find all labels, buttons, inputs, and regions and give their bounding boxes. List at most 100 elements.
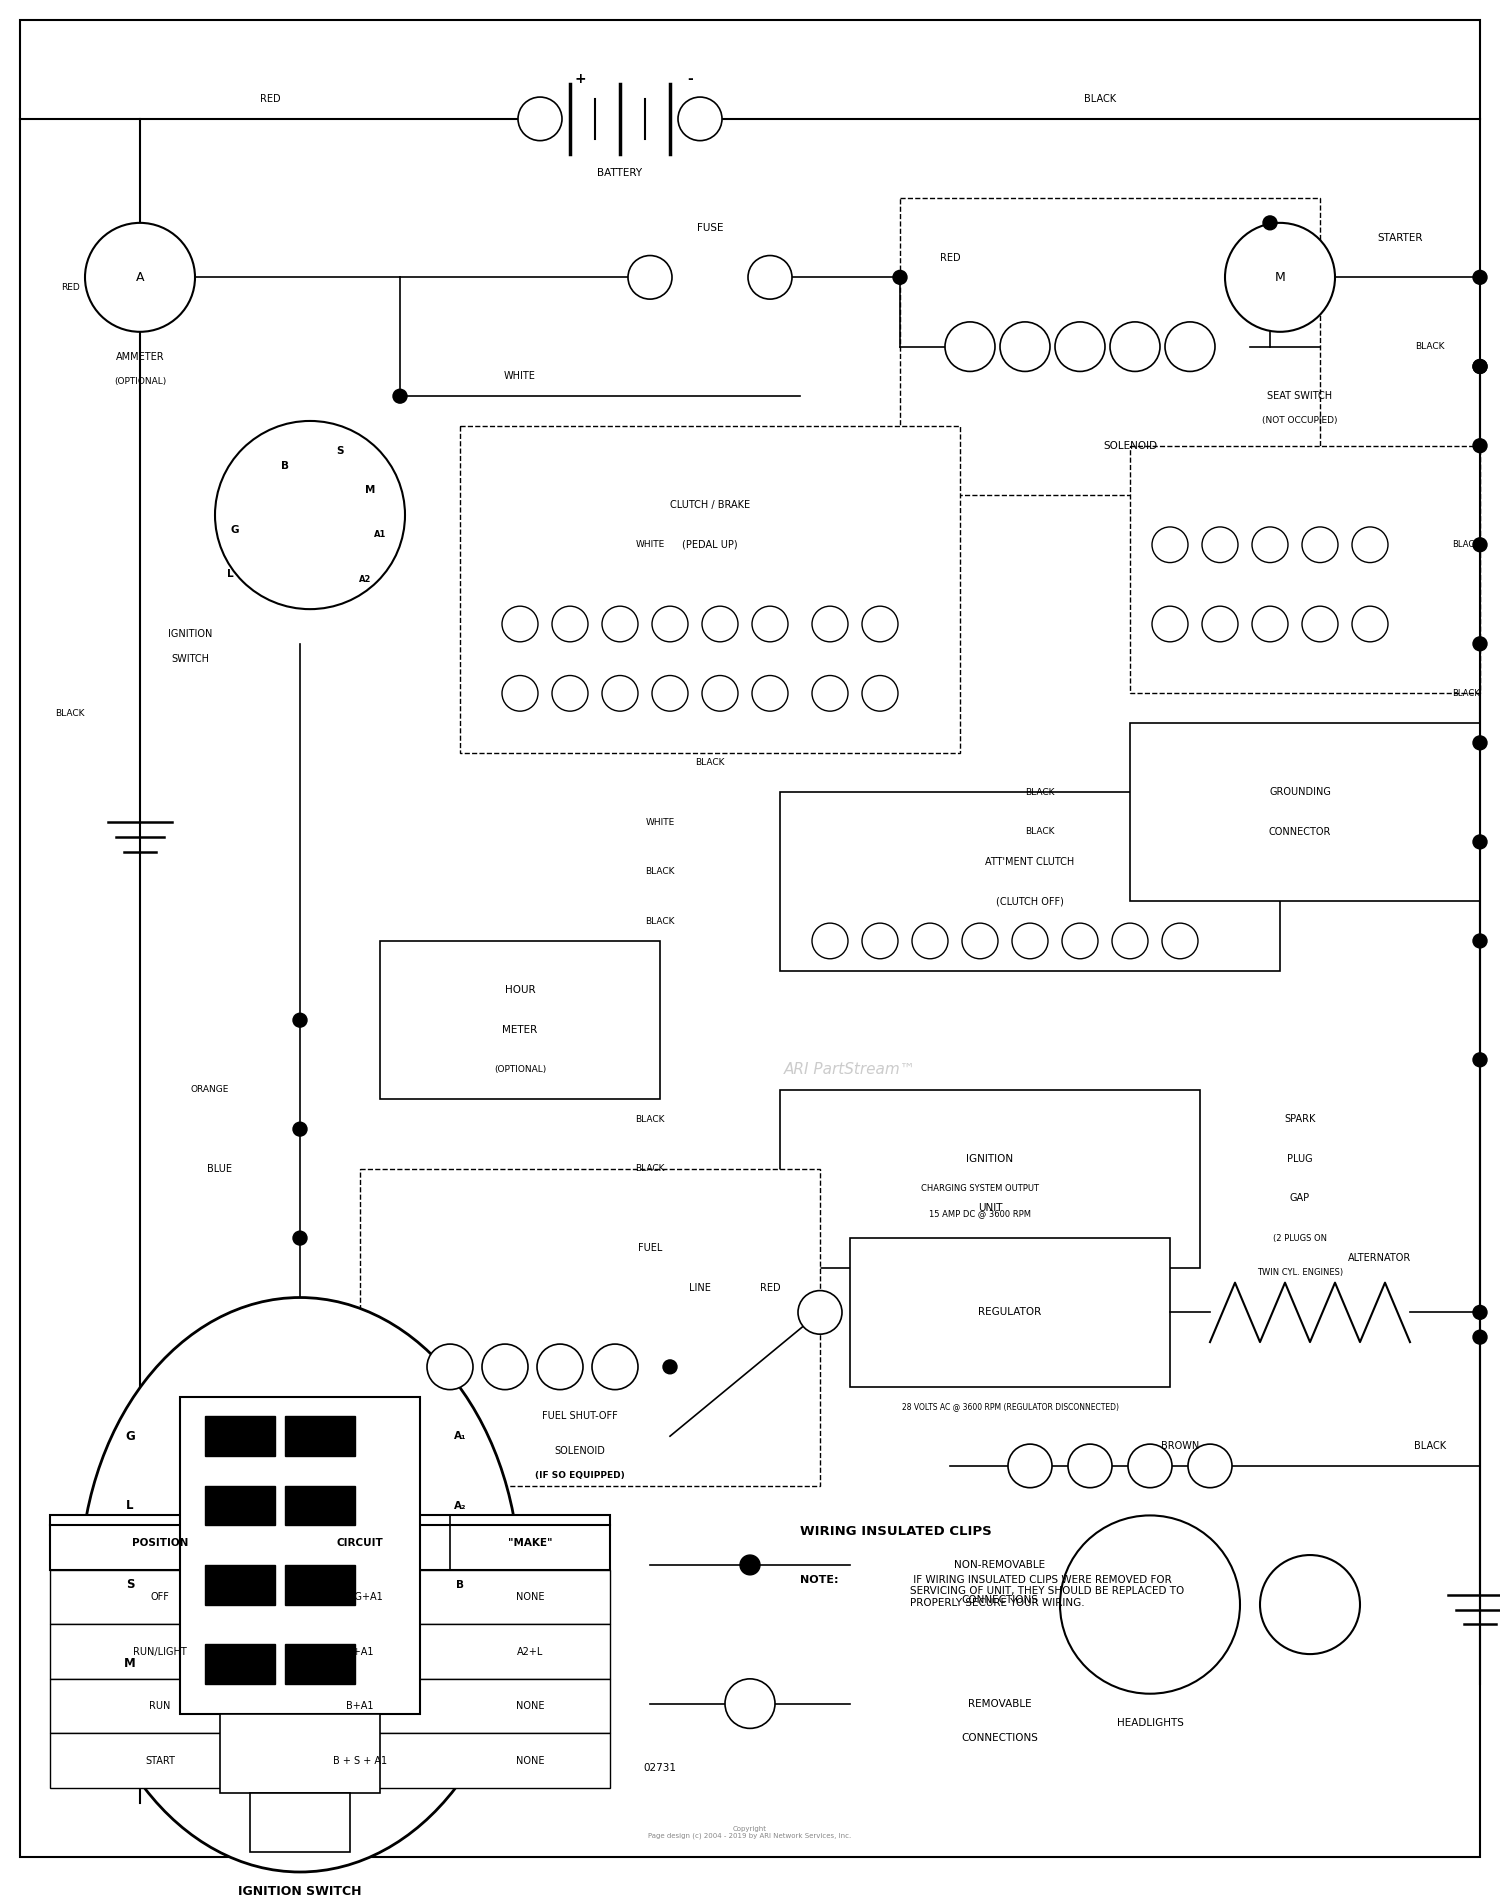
Text: +: +: [574, 72, 586, 87]
Text: BLACK: BLACK: [56, 709, 84, 718]
Text: FUEL: FUEL: [638, 1243, 662, 1253]
Text: REMOVABLE: REMOVABLE: [968, 1698, 1032, 1709]
Text: A: A: [135, 271, 144, 284]
Text: REGULATOR: REGULATOR: [978, 1308, 1041, 1317]
Text: NONE: NONE: [516, 1702, 544, 1711]
Circle shape: [503, 675, 538, 711]
Text: HOUR: HOUR: [504, 985, 536, 995]
Text: FUSE: FUSE: [696, 224, 723, 233]
Text: SEAT SWITCH: SEAT SWITCH: [1268, 390, 1332, 402]
Text: M+G+A1: M+G+A1: [338, 1592, 382, 1601]
Text: (IF SO EQUIPPED): (IF SO EQUIPPED): [536, 1471, 626, 1480]
Circle shape: [862, 923, 898, 959]
Bar: [285, 1565, 356, 1605]
Text: CHARGING SYSTEM OUTPUT: CHARGING SYSTEM OUTPUT: [921, 1184, 1040, 1194]
Circle shape: [1473, 440, 1486, 453]
Circle shape: [962, 923, 998, 959]
Circle shape: [1162, 923, 1198, 959]
Bar: [50, 1624, 610, 1679]
Bar: [220, 1713, 380, 1793]
Circle shape: [292, 1122, 308, 1137]
Circle shape: [812, 675, 847, 711]
Circle shape: [1202, 606, 1237, 642]
Text: G: G: [124, 1429, 135, 1442]
Text: POSITION: POSITION: [132, 1537, 188, 1548]
Text: 02731: 02731: [644, 1762, 676, 1774]
Text: CONNECTOR: CONNECTOR: [1269, 826, 1330, 838]
Text: IGNITION SWITCH: IGNITION SWITCH: [238, 1886, 362, 1895]
Bar: [206, 1416, 274, 1455]
Text: RED: RED: [939, 252, 960, 263]
Circle shape: [1302, 606, 1338, 642]
Circle shape: [1226, 224, 1335, 332]
Text: A2: A2: [358, 574, 370, 584]
Circle shape: [537, 1344, 584, 1389]
Text: NONE: NONE: [516, 1755, 544, 1766]
Circle shape: [427, 1344, 472, 1389]
Circle shape: [1260, 1556, 1360, 1654]
Text: BLACK: BLACK: [1452, 688, 1480, 697]
Text: L: L: [126, 1499, 134, 1512]
Bar: [460, 426, 960, 752]
Text: SPARK: SPARK: [1284, 1114, 1316, 1124]
Text: BLACK: BLACK: [636, 1164, 664, 1173]
Circle shape: [1473, 637, 1486, 650]
Circle shape: [482, 1344, 528, 1389]
Text: S: S: [126, 1579, 135, 1592]
Bar: [1130, 445, 1480, 694]
Text: ARI PartStream™: ARI PartStream™: [784, 1063, 916, 1076]
Circle shape: [592, 1344, 638, 1389]
Circle shape: [740, 1556, 760, 1575]
Text: RED: RED: [759, 1283, 780, 1292]
Text: -: -: [687, 72, 693, 87]
Text: (2 PLUGS ON: (2 PLUGS ON: [1274, 1234, 1328, 1243]
Text: BLACK: BLACK: [1414, 1440, 1446, 1452]
Text: ORANGE: ORANGE: [190, 1086, 230, 1093]
Text: B + S + A1: B + S + A1: [333, 1755, 387, 1766]
Circle shape: [678, 97, 722, 140]
Text: BLACK: BLACK: [694, 758, 724, 767]
Text: ALTERNATOR: ALTERNATOR: [1348, 1253, 1412, 1262]
Text: SWITCH: SWITCH: [171, 654, 208, 663]
Bar: [285, 1416, 356, 1455]
Circle shape: [1152, 527, 1188, 563]
Text: BLACK: BLACK: [1026, 828, 1054, 836]
Text: BLACK: BLACK: [1084, 95, 1116, 104]
Circle shape: [945, 322, 994, 371]
Circle shape: [1188, 1444, 1231, 1488]
Bar: [850, 1237, 1170, 1387]
Text: A1: A1: [374, 531, 386, 540]
Text: PLUG: PLUG: [1287, 1154, 1312, 1164]
Text: M: M: [364, 485, 375, 495]
Bar: [50, 1569, 610, 1624]
Circle shape: [1473, 1054, 1486, 1067]
Circle shape: [1000, 322, 1050, 371]
Circle shape: [552, 675, 588, 711]
Text: BROWN: BROWN: [1161, 1440, 1198, 1452]
Circle shape: [1473, 836, 1486, 849]
Circle shape: [1352, 527, 1388, 563]
Circle shape: [724, 1679, 776, 1728]
Text: IF WIRING INSULATED CLIPS WERE REMOVED FOR
SERVICING OF UNIT, THEY SHOULD BE REP: IF WIRING INSULATED CLIPS WERE REMOVED F…: [910, 1575, 1185, 1609]
Bar: [50, 1734, 610, 1787]
Text: 15 AMP DC @ 3600 RPM: 15 AMP DC @ 3600 RPM: [928, 1209, 1030, 1218]
Circle shape: [1128, 1444, 1172, 1488]
Bar: [285, 1645, 356, 1685]
Circle shape: [1062, 923, 1098, 959]
Circle shape: [1473, 735, 1486, 750]
Circle shape: [1473, 1330, 1486, 1344]
Text: A2+L: A2+L: [518, 1647, 543, 1656]
Circle shape: [552, 606, 588, 642]
Text: BLACK: BLACK: [1026, 788, 1054, 798]
Text: BLUE: BLUE: [207, 1164, 232, 1173]
Text: RUN: RUN: [150, 1702, 171, 1711]
Text: A₂: A₂: [453, 1501, 466, 1510]
Text: TWIN CYL. ENGINES): TWIN CYL. ENGINES): [1257, 1268, 1342, 1277]
Bar: [780, 792, 1280, 970]
Bar: [206, 1486, 274, 1525]
Text: (PEDAL UP): (PEDAL UP): [682, 540, 738, 550]
Text: BLACK: BLACK: [1452, 540, 1480, 550]
Text: "MAKE": "MAKE": [507, 1537, 552, 1548]
Circle shape: [1008, 1444, 1052, 1488]
Circle shape: [1263, 216, 1276, 229]
